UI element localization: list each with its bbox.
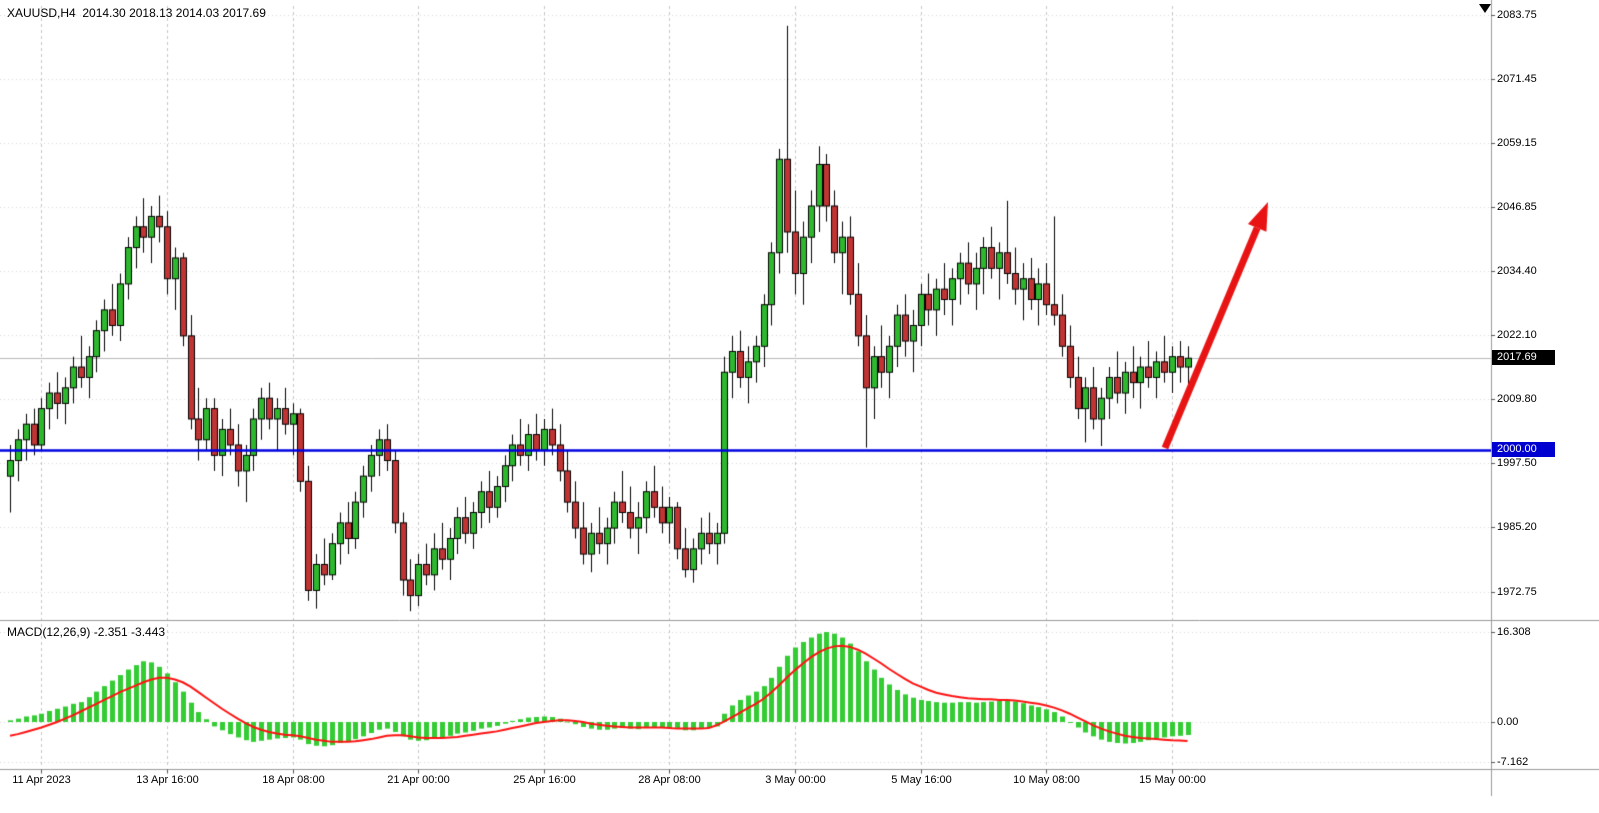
current-price-badge: 2017.69 (1492, 350, 1555, 366)
price-tick-label: 2046.85 (1497, 200, 1537, 213)
price-tick-label: 1997.50 (1497, 457, 1537, 470)
chart-shift-marker-icon (1479, 4, 1491, 13)
price-tick-label: 2009.80 (1497, 393, 1537, 406)
price-tick-label: 1985.20 (1497, 521, 1537, 534)
time-tick-label: 18 Apr 08:00 (262, 774, 325, 786)
price-tick-label: 2059.15 (1497, 136, 1537, 149)
time-tick-label: 21 Apr 00:00 (387, 774, 450, 786)
macd-tick-label: 0.00 (1497, 716, 1519, 728)
support-price-badge: 2000.00 (1492, 442, 1555, 458)
time-tick-label: 25 Apr 16:00 (513, 774, 576, 786)
time-tick-label: 28 Apr 08:00 (638, 774, 701, 786)
time-tick-label: 10 May 08:00 (1013, 774, 1080, 786)
macd-tick-label: -7.162 (1497, 755, 1529, 768)
price-tick-label: 2034.40 (1497, 265, 1537, 278)
time-tick-label: 5 May 16:00 (891, 774, 952, 786)
macd-indicator-label: MACD(12,26,9) -2.351 -3.443 (7, 625, 166, 639)
macd-tick-label: 16.308 (1497, 625, 1531, 638)
price-tick-label: 2022.10 (1497, 329, 1537, 342)
ohlc-info: XAUUSD,H4 2014.30 2018.13 2014.03 2017.6… (7, 6, 266, 20)
price-tick-label: 2083.75 (1497, 9, 1537, 22)
time-tick-label: 11 Apr 2023 (12, 774, 71, 786)
price-tick-label: 2071.45 (1497, 72, 1537, 85)
time-tick-label: 3 May 00:00 (765, 774, 826, 786)
time-tick-label: 15 May 00:00 (1139, 774, 1206, 786)
time-tick-label: 13 Apr 16:00 (136, 774, 199, 786)
price-tick-label: 1972.75 (1497, 585, 1537, 598)
